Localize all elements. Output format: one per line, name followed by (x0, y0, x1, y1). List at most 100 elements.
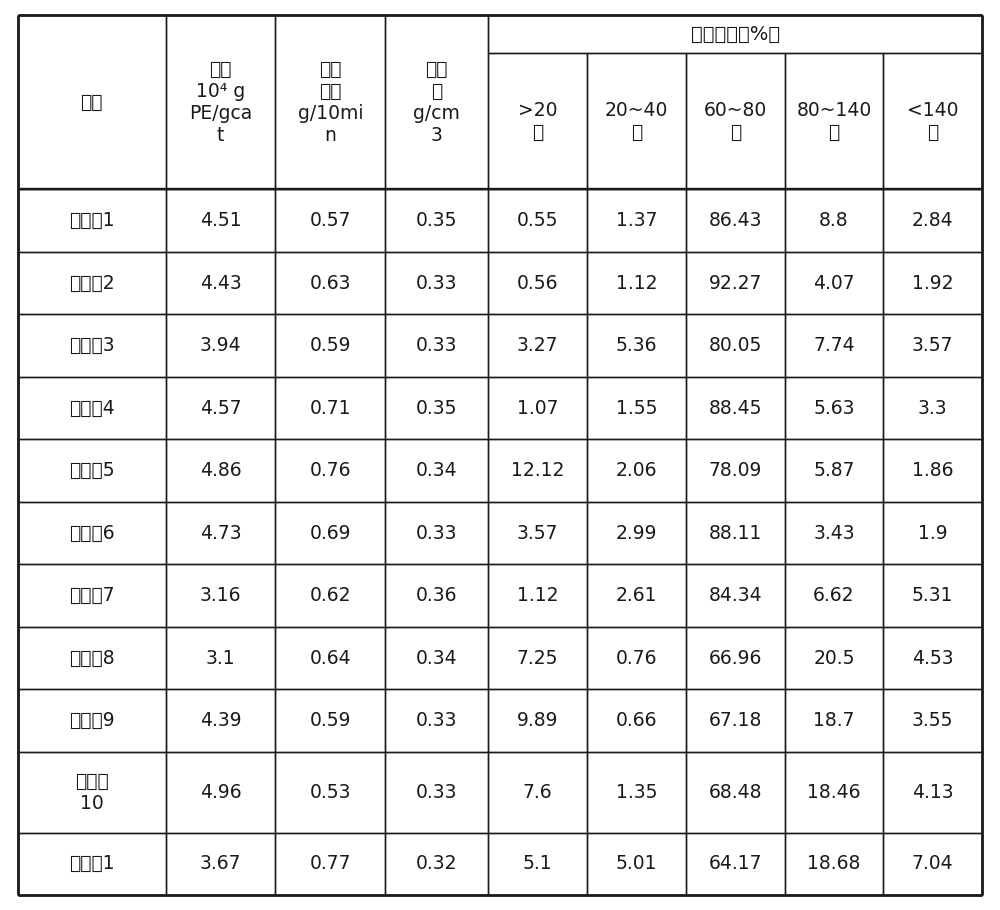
Text: 4.07: 4.07 (813, 274, 855, 293)
Text: 熔融
指数
g/10mi
n: 熔融 指数 g/10mi n (298, 60, 363, 145)
Text: 8.8: 8.8 (819, 211, 849, 230)
Text: 4.39: 4.39 (200, 711, 241, 730)
Text: 对比例1: 对比例1 (69, 854, 115, 874)
Text: 0.66: 0.66 (616, 711, 657, 730)
Text: 0.35: 0.35 (416, 399, 458, 418)
Text: 67.18: 67.18 (708, 711, 762, 730)
Text: 92.27: 92.27 (708, 274, 762, 293)
Text: 3.16: 3.16 (200, 586, 241, 605)
Text: 4.13: 4.13 (912, 783, 953, 802)
Text: 7.04: 7.04 (912, 854, 953, 874)
Text: 5.87: 5.87 (813, 461, 855, 480)
Text: >20
目: >20 目 (518, 101, 557, 142)
Text: 0.64: 0.64 (309, 649, 351, 668)
Text: 3.3: 3.3 (918, 399, 947, 418)
Text: 0.57: 0.57 (310, 211, 351, 230)
Text: 5.31: 5.31 (912, 586, 953, 605)
Text: 实施例9: 实施例9 (69, 711, 115, 730)
Text: 0.62: 0.62 (310, 586, 351, 605)
Text: 3.27: 3.27 (517, 336, 558, 355)
Text: 实施例5: 实施例5 (69, 461, 115, 480)
Text: 2.99: 2.99 (616, 523, 657, 542)
Text: 84.34: 84.34 (708, 586, 762, 605)
Text: 实施例7: 实施例7 (69, 586, 115, 605)
Text: 1.86: 1.86 (912, 461, 953, 480)
Text: 18.7: 18.7 (813, 711, 855, 730)
Text: 0.33: 0.33 (416, 783, 458, 802)
Text: 实施例1: 实施例1 (69, 211, 115, 230)
Text: 5.01: 5.01 (616, 854, 657, 874)
Text: 7.25: 7.25 (517, 649, 558, 668)
Text: 1.07: 1.07 (517, 399, 558, 418)
Text: 7.74: 7.74 (813, 336, 855, 355)
Text: 4.73: 4.73 (200, 523, 241, 542)
Text: 4.57: 4.57 (200, 399, 241, 418)
Text: 2.84: 2.84 (912, 211, 953, 230)
Text: 80~140
目: 80~140 目 (796, 101, 872, 142)
Text: <140
目: <140 目 (907, 101, 958, 142)
Text: 2.61: 2.61 (616, 586, 657, 605)
Text: 80.05: 80.05 (708, 336, 762, 355)
Text: 0.55: 0.55 (517, 211, 558, 230)
Text: 60~80
目: 60~80 目 (704, 101, 767, 142)
Text: 实施例6: 实施例6 (69, 523, 115, 542)
Text: 粒度分布（%）: 粒度分布（%） (691, 25, 780, 44)
Text: 68.48: 68.48 (708, 783, 762, 802)
Text: 1.55: 1.55 (616, 399, 657, 418)
Text: 4.86: 4.86 (200, 461, 241, 480)
Text: 0.34: 0.34 (416, 649, 458, 668)
Text: 64.17: 64.17 (708, 854, 762, 874)
Text: 4.96: 4.96 (200, 783, 241, 802)
Text: 5.1: 5.1 (523, 854, 553, 874)
Text: 5.36: 5.36 (616, 336, 657, 355)
Text: 0.77: 0.77 (310, 854, 351, 874)
Text: 66.96: 66.96 (708, 649, 762, 668)
Text: 0.35: 0.35 (416, 211, 458, 230)
Text: 5.63: 5.63 (813, 399, 855, 418)
Text: 4.43: 4.43 (200, 274, 241, 293)
Text: 3.43: 3.43 (813, 523, 855, 542)
Text: 活性
10⁴ g
PE/gca
t: 活性 10⁴ g PE/gca t (189, 60, 252, 145)
Text: 0.33: 0.33 (416, 711, 458, 730)
Text: 实施例2: 实施例2 (69, 274, 115, 293)
Text: 20.5: 20.5 (813, 649, 855, 668)
Text: 实施例3: 实施例3 (69, 336, 115, 355)
Text: 实施例8: 实施例8 (69, 649, 115, 668)
Text: 0.63: 0.63 (310, 274, 351, 293)
Text: 实施例
10: 实施例 10 (75, 772, 109, 813)
Text: 9.89: 9.89 (517, 711, 558, 730)
Text: 0.32: 0.32 (416, 854, 458, 874)
Text: 4.51: 4.51 (200, 211, 241, 230)
Text: 78.09: 78.09 (708, 461, 762, 480)
Text: 0.76: 0.76 (310, 461, 351, 480)
Text: 1.37: 1.37 (616, 211, 657, 230)
Text: 86.43: 86.43 (708, 211, 762, 230)
Text: 6.62: 6.62 (813, 586, 855, 605)
Text: 0.36: 0.36 (416, 586, 458, 605)
Text: 0.34: 0.34 (416, 461, 458, 480)
Text: 12.12: 12.12 (511, 461, 564, 480)
Text: 0.33: 0.33 (416, 336, 458, 355)
Text: 编号: 编号 (81, 93, 103, 112)
Text: 20~40
目: 20~40 目 (605, 101, 668, 142)
Text: 88.11: 88.11 (708, 523, 762, 542)
Text: 1.12: 1.12 (517, 586, 558, 605)
Text: 1.92: 1.92 (912, 274, 953, 293)
Text: 0.59: 0.59 (310, 711, 351, 730)
Text: 18.46: 18.46 (807, 783, 861, 802)
Text: 3.55: 3.55 (912, 711, 953, 730)
Text: 3.57: 3.57 (517, 523, 558, 542)
Text: 1.35: 1.35 (616, 783, 657, 802)
Text: 堆密
度
g/cm
3: 堆密 度 g/cm 3 (413, 60, 460, 145)
Text: 0.59: 0.59 (310, 336, 351, 355)
Text: 1.9: 1.9 (918, 523, 947, 542)
Text: 1.12: 1.12 (616, 274, 657, 293)
Text: 18.68: 18.68 (807, 854, 861, 874)
Text: 3.57: 3.57 (912, 336, 953, 355)
Text: 0.71: 0.71 (310, 399, 351, 418)
Text: 0.53: 0.53 (310, 783, 351, 802)
Text: 88.45: 88.45 (708, 399, 762, 418)
Text: 实施例4: 实施例4 (69, 399, 115, 418)
Text: 0.76: 0.76 (616, 649, 657, 668)
Text: 0.56: 0.56 (517, 274, 558, 293)
